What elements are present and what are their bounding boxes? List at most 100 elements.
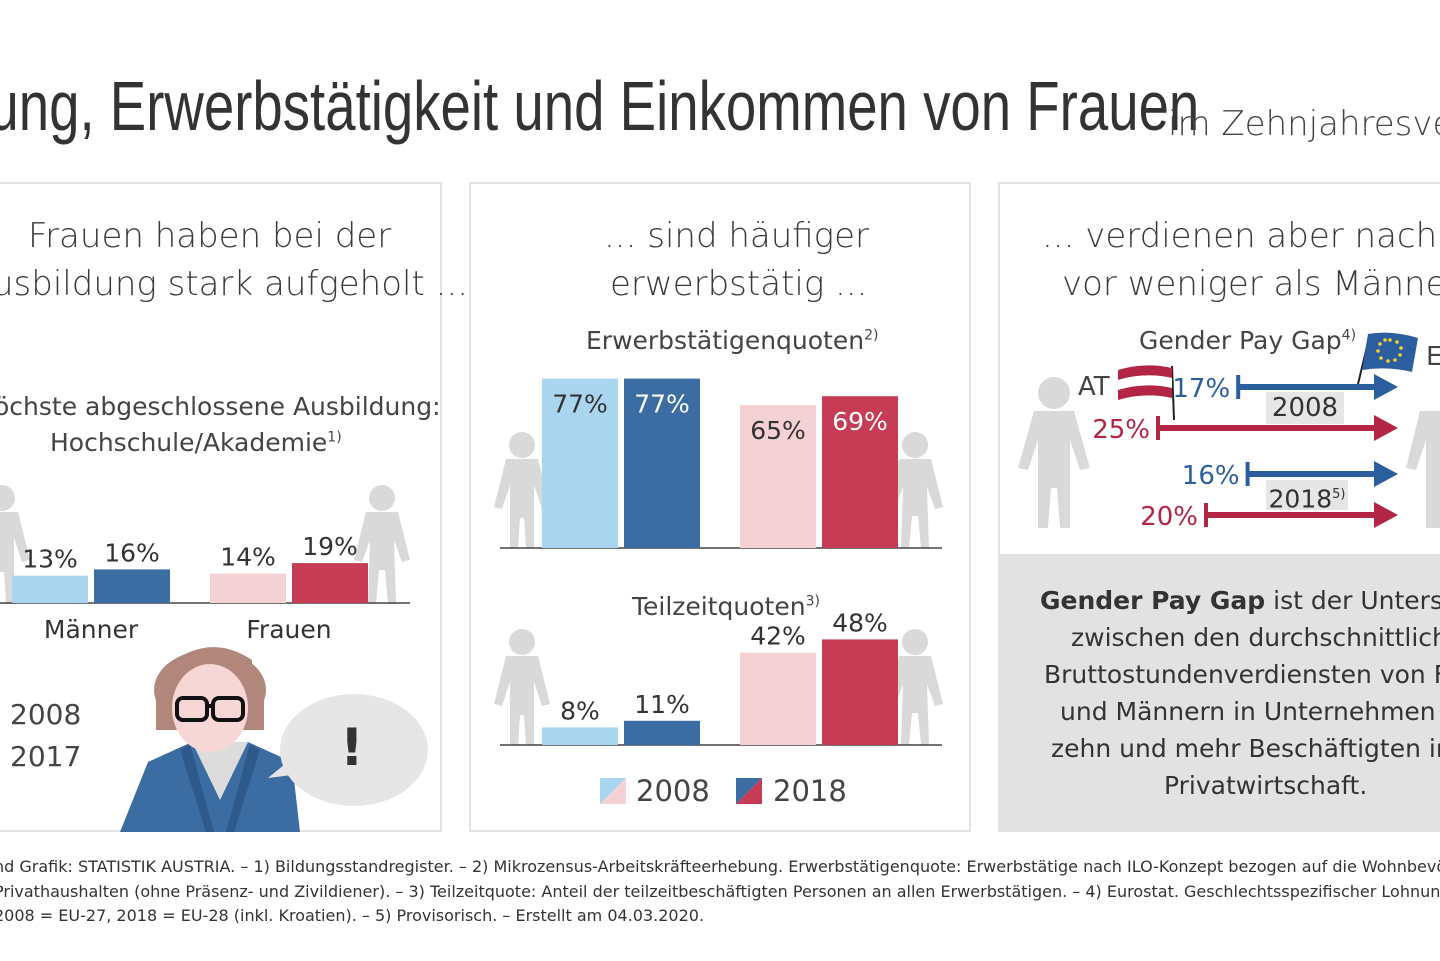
bar-mnner-2008 xyxy=(542,727,618,745)
bar-label-frauen-2008: 65% xyxy=(750,416,806,445)
gpg-value-EU-2018: 16% xyxy=(1182,461,1240,491)
female-figure-icon xyxy=(354,485,410,604)
bar-label-frauen-2017: 19% xyxy=(302,532,358,561)
panel1-subtitle-2: Hochschule/Akademie1) xyxy=(50,428,342,457)
exclamation-mark: ! xyxy=(340,718,364,778)
bar-label-mnner-2008: 77% xyxy=(552,390,608,419)
chart2-title-sup: 2) xyxy=(864,327,879,344)
gpg-info-line-1: Gender Pay Gap ist der Unterschie xyxy=(1040,582,1440,619)
panel2-male-figure-2-icon xyxy=(494,629,550,745)
page-title: dung, Erwerbstätigkeit und Einkommen von… xyxy=(0,67,1200,145)
gpg-info-line-6: Privatwirtschaft. xyxy=(1164,771,1368,800)
panel1-subtitle-sup: 1) xyxy=(327,429,342,446)
panel2-heading-1: ... sind häufiger xyxy=(604,216,869,256)
bar-frauen-2018 xyxy=(822,396,898,548)
bar-mnner-2017 xyxy=(94,569,170,603)
year-2018-tag: 20185) xyxy=(1266,480,1348,514)
panel3-heading-1: ... verdienen aber nach wie xyxy=(1042,216,1440,256)
bar-label-frauen-2018: 48% xyxy=(832,608,888,637)
chart1-bars: 13% 16% Männer 14% 19% Frauen xyxy=(12,532,368,644)
eu-label: E xyxy=(1426,342,1440,372)
woman-illustration-icon xyxy=(120,647,300,832)
chart2-title: Erwerbstätigenquoten2) xyxy=(586,326,878,355)
year-2018-text: 2018 xyxy=(1268,484,1333,514)
panel3-male-figure-icon xyxy=(1018,377,1090,528)
bar-label-frauen-2008: 14% xyxy=(220,543,276,572)
chart3-bars: 8% 11% 42% 48% xyxy=(542,608,898,745)
gpg-arrowhead-AT-2018 xyxy=(1374,502,1398,528)
bar-label-mnner-2018: 11% xyxy=(634,690,690,719)
chart2-bars: 77% 77% 65% 69% xyxy=(542,378,898,548)
panel2-legend-2008: 2008 xyxy=(636,774,710,808)
panel2-heading-2: erwerbstätig ... xyxy=(610,264,868,304)
gpg-title-sup: 4) xyxy=(1341,327,1357,344)
page-subtitle: im Zehnjahresvergl xyxy=(1168,104,1440,144)
footnote-line-3: 2008 = EU-27, 2018 = EU-28 (inkl. Kroati… xyxy=(0,906,705,925)
panel1-heading-1: Frauen haben bei der xyxy=(28,216,392,256)
gpg-info-line-3: Bruttostundenverdiensten von Fraue xyxy=(1044,660,1440,689)
gpg-info-box xyxy=(1000,554,1440,831)
bar-mnner-2018 xyxy=(624,720,700,745)
legend-year-2017: 2017 xyxy=(10,740,82,773)
bar-label-frauen-2008: 42% xyxy=(750,622,806,651)
gpg-value-EU-2008: 17% xyxy=(1172,374,1230,404)
bar-label-frauen-2018: 69% xyxy=(832,407,888,436)
year-2018-sup: 5) xyxy=(1332,487,1346,502)
panel3-female-figure-icon xyxy=(1406,411,1440,528)
panel1-subtitle-text: Hochschule/Akademie xyxy=(50,428,328,457)
footnote-line-1: nd Grafik: STATISTIK AUSTRIA. – 1) Bildu… xyxy=(0,857,1440,876)
gpg-value-AT-2008: 25% xyxy=(1092,415,1150,445)
category-label-mnner: Männer xyxy=(44,615,139,644)
page-title-row: dung, Erwerbstätigkeit und Einkommen von… xyxy=(0,66,1440,146)
gpg-info-line-2: zwischen den durchschnittlichen xyxy=(1071,623,1440,652)
bar-frauen-2008 xyxy=(210,573,286,603)
footnote-line-2: Privathaushalten (ohne Präsenz- und Zivi… xyxy=(0,882,1440,901)
gpg-value-AT-2018: 20% xyxy=(1140,502,1198,532)
panel1-heading-2: usbildung stark aufgeholt ... xyxy=(0,264,469,304)
eu-flag-icon xyxy=(1357,332,1418,385)
bar-label-mnner-2018: 77% xyxy=(634,390,690,419)
bar-mnner-2008 xyxy=(542,378,618,548)
panel2-male-figure-1-icon xyxy=(494,432,550,548)
gpg-arrowhead-EU-2008 xyxy=(1374,374,1398,400)
chart4-arrows: 17% 25% 16% 20% xyxy=(1092,374,1398,532)
chart2-title-text: Erwerbstätigenquoten xyxy=(586,326,865,355)
bar-label-mnner-2008: 13% xyxy=(22,545,78,574)
panel2-female-figure-1-icon xyxy=(887,432,943,548)
panel1-subtitle-1: öchste abgeschlossene Ausbildung: xyxy=(0,392,441,421)
panel2-legend-2018: 2018 xyxy=(773,774,847,808)
at-label: AT xyxy=(1078,372,1110,402)
gpg-info-line-4: und Männern in Unternehmen mit xyxy=(1060,697,1440,726)
chart3-title-sup: 3) xyxy=(805,593,820,610)
bar-mnner-2008 xyxy=(12,575,88,603)
category-label-frauen: Frauen xyxy=(246,615,331,644)
panel2-female-figure-2-icon xyxy=(887,629,943,745)
bar-frauen-2017 xyxy=(292,563,368,603)
austria-flag-icon xyxy=(1118,365,1175,421)
chart3-title-text: Teilzeitquoten xyxy=(632,592,806,621)
year-2008-tag: 2008 xyxy=(1266,392,1344,424)
gpg-info-bold: Gender Pay Gap xyxy=(1040,586,1266,615)
bar-frauen-2018 xyxy=(822,639,898,745)
bar-mnner-2018 xyxy=(624,378,700,548)
bar-frauen-2008 xyxy=(740,652,816,745)
chart3-title: Teilzeitquoten3) xyxy=(632,592,820,621)
panel-income xyxy=(998,182,1440,832)
panel3-heading-2: vor weniger als Männer. .. xyxy=(1062,264,1440,304)
gpg-info-line-1-text: ist der Unterschie xyxy=(1273,586,1440,615)
panel-employment xyxy=(469,182,971,832)
gpg-title: Gender Pay Gap4) xyxy=(1139,326,1356,355)
legend-2018-swatch-icon xyxy=(736,778,762,804)
bar-frauen-2008 xyxy=(740,405,816,548)
gpg-arrowhead-EU-2018 xyxy=(1374,461,1398,487)
speech-bubble-icon xyxy=(268,694,428,806)
bar-label-mnner-2008: 8% xyxy=(560,696,600,725)
legend-year-2008: 2008 xyxy=(10,698,82,731)
male-figure-icon xyxy=(0,485,30,604)
bar-label-mnner-2017: 16% xyxy=(104,538,160,567)
legend-2008-swatch-icon xyxy=(600,778,626,804)
gpg-info-line-5: zehn und mehr Beschäftigten in de xyxy=(1051,734,1440,763)
gpg-title-text: Gender Pay Gap xyxy=(1139,326,1342,355)
